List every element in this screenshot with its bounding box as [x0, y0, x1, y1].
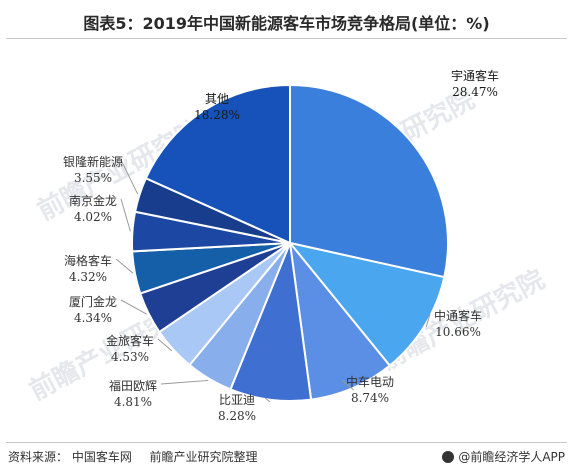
- source-item: 前瞻产业研究院整理: [149, 450, 258, 464]
- slice-category-label: 中通客车: [434, 308, 482, 323]
- source-label: 资料来源：: [8, 450, 69, 464]
- slice-category-label: 厦门金龙: [69, 294, 117, 309]
- slice-value-label: 4.81%: [114, 395, 152, 409]
- brand-logo-icon: [442, 450, 455, 463]
- slice-value-label: 4.32%: [69, 270, 107, 284]
- leader-line: [157, 338, 173, 352]
- pie-slice: [288, 239, 392, 401]
- footer-divider: [6, 442, 567, 443]
- leader-line: [341, 379, 354, 391]
- slice-value-label: 10.66%: [435, 325, 481, 339]
- slice-value-label: 4.34%: [74, 311, 112, 325]
- chart-title: 图表5：2019年中国新能源客车市场竞争格局(单位：%): [83, 14, 490, 33]
- leader-line: [120, 159, 139, 195]
- leader-line: [160, 379, 209, 385]
- slice-category-label: 银隆新能源: [63, 154, 123, 169]
- source-note: 资料来源： 中国客车网 前瞻产业研究院整理: [8, 448, 258, 465]
- slice-value-label: 4.53%: [111, 350, 149, 364]
- brand-text: @前瞻经济学人APP: [458, 450, 565, 464]
- pie-slice: [289, 83, 449, 279]
- brand-credit: @前瞻经济学人APP: [442, 448, 565, 465]
- leader-line: [120, 198, 131, 232]
- leader-line: [120, 299, 147, 315]
- slice-value-label: 8.28%: [218, 409, 256, 423]
- pie-slice: [287, 241, 446, 367]
- slice-category-label: 比亚迪: [219, 393, 255, 407]
- slice-value-label: 18.28%: [194, 108, 240, 122]
- slice-value-label: 4.02%: [74, 210, 112, 224]
- slice-category-label: 海格客车: [64, 253, 112, 268]
- slice-category-label: 南京金龙: [69, 193, 117, 208]
- slice-category-label: 金旅客车: [106, 333, 154, 348]
- leader-line: [115, 258, 134, 274]
- slice-value-label: 3.55%: [74, 171, 112, 185]
- pie-slice: [144, 83, 291, 245]
- leader-line: [425, 313, 431, 328]
- slice-category-label: 其他: [205, 92, 229, 106]
- slice-category-label: 福田欧辉: [109, 378, 157, 393]
- leader-line: [264, 397, 271, 403]
- source-item: 中国客车网: [71, 450, 132, 464]
- slice-category-label: 宇通客车: [451, 68, 499, 83]
- slice-value-label: 28.47%: [452, 85, 498, 99]
- slice-category-label: 中车电动: [346, 374, 394, 389]
- title-divider: [6, 38, 567, 39]
- slice-value-label: 8.74%: [351, 391, 389, 405]
